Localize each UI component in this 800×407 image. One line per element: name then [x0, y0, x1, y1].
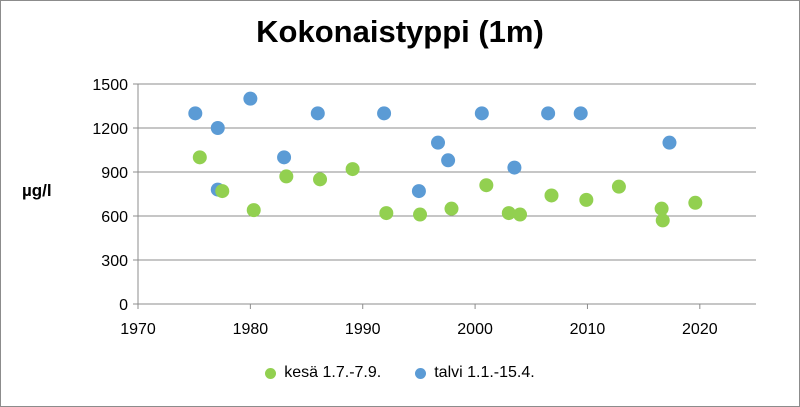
- data-point-winter-7: [411, 184, 426, 199]
- legend-item-winter: talvi 1.1.-15.4.: [415, 364, 535, 382]
- legend-label-winter: talvi 1.1.-15.4.: [434, 364, 535, 381]
- data-point-summer-2: [246, 203, 261, 218]
- data-point-summer-3: [279, 169, 294, 184]
- chart-title: Kokonaistyppi (1m): [256, 14, 544, 49]
- data-point-winter-3: [243, 91, 258, 106]
- data-point-summer-12: [544, 188, 559, 203]
- data-point-summer-11: [513, 207, 528, 222]
- data-point-winter-0: [188, 106, 203, 121]
- gridlines: [138, 83, 756, 261]
- data-point-summer-15: [654, 201, 669, 216]
- data-points: [188, 91, 703, 228]
- data-point-summer-16: [655, 213, 670, 228]
- legend-item-summer: kesä 1.7.-7.9.: [265, 364, 381, 382]
- data-point-summer-10: [501, 206, 516, 221]
- x-tick-labels: 1970 1980 1990 2000 2010 2020: [120, 321, 718, 338]
- y-tick-label-600: 600: [101, 209, 128, 226]
- y-tick-label-900: 900: [101, 165, 128, 182]
- data-point-summer-7: [413, 207, 428, 222]
- x-tick-label-2020: 2020: [682, 321, 718, 338]
- data-point-winter-1: [210, 121, 225, 135]
- legend: kesä 1.7.-7.9. talvi 1.1.-15.4.: [0, 364, 800, 382]
- data-point-summer-4: [313, 172, 328, 187]
- data-point-winter-13: [573, 106, 588, 121]
- data-point-summer-1: [215, 184, 230, 199]
- x-tick-label-1970: 1970: [120, 321, 156, 338]
- data-point-winter-12: [541, 106, 556, 121]
- legend-marker-summer: [265, 367, 277, 379]
- data-point-summer-14: [611, 179, 626, 194]
- data-point-winter-8: [431, 135, 446, 150]
- x-tick-label-2010: 2010: [570, 321, 606, 338]
- data-point-summer-8: [444, 201, 459, 216]
- data-point-summer-13: [579, 192, 594, 207]
- y-tick-label-1200: 1200: [92, 121, 128, 138]
- legend-marker-winter: [415, 367, 427, 379]
- x-tick-label-1980: 1980: [233, 321, 269, 338]
- data-point-winter-9: [441, 153, 456, 168]
- data-point-winter-11: [507, 160, 522, 175]
- legend-label-summer: kesä 1.7.-7.9.: [284, 364, 382, 381]
- data-point-summer-0: [192, 150, 207, 165]
- data-point-summer-9: [479, 178, 494, 193]
- y-tick-label-1500: 1500: [92, 77, 128, 94]
- data-point-winter-4: [277, 150, 292, 165]
- data-point-summer-5: [345, 162, 360, 177]
- data-point-winter-10: [474, 106, 489, 121]
- y-tick-labels: 0 300 600 900 1200 1500: [92, 77, 128, 314]
- data-point-winter-5: [310, 106, 325, 121]
- axes: [133, 83, 756, 309]
- y-tick-label-0: 0: [119, 297, 128, 314]
- y-axis-label: µg/l: [22, 181, 52, 200]
- y-tick-label-300: 300: [101, 253, 128, 270]
- data-point-summer-17: [688, 195, 703, 210]
- data-point-summer-6: [379, 206, 394, 221]
- x-tick-label-2000: 2000: [457, 321, 493, 338]
- x-tick-label-1990: 1990: [345, 321, 381, 338]
- data-point-winter-6: [377, 106, 392, 121]
- data-point-winter-14: [662, 135, 677, 150]
